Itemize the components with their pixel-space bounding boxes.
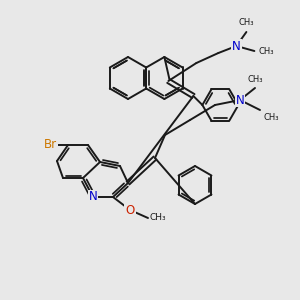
Text: N: N (236, 94, 244, 106)
Text: CH₃: CH₃ (150, 214, 166, 223)
Text: CH₃: CH₃ (258, 46, 274, 56)
Text: CH₃: CH₃ (263, 113, 278, 122)
Text: N: N (88, 190, 98, 203)
Text: CH₃: CH₃ (247, 75, 263, 84)
Text: CH₃: CH₃ (238, 18, 254, 27)
Text: O: O (125, 203, 135, 217)
Text: Br: Br (44, 139, 57, 152)
Text: N: N (232, 40, 241, 52)
